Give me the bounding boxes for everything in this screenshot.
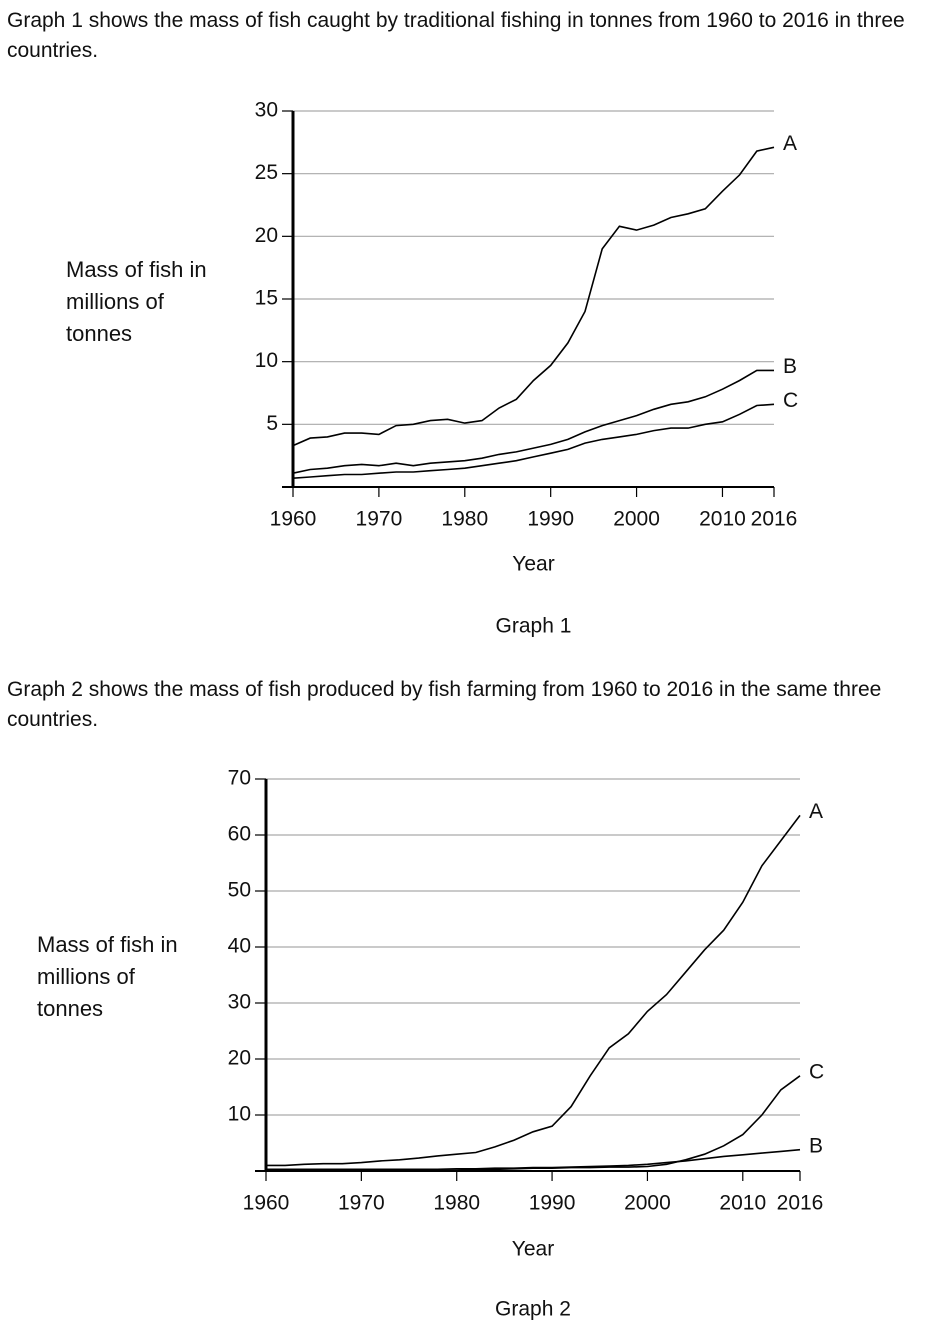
caption: Graph 2 <box>495 1298 571 1321</box>
series-line <box>292 146 775 447</box>
x-tick-label: 1990 <box>527 508 574 531</box>
series-line <box>266 1148 801 1171</box>
y-tick-label: 60 <box>228 823 251 846</box>
series-label: B <box>809 1134 823 1157</box>
series-label: C <box>783 389 798 412</box>
x-tick-label: 1970 <box>338 1192 385 1215</box>
y-tick-label: 40 <box>228 935 251 958</box>
y-axis-label: Mass of fish in millions of tonnes <box>37 932 178 1021</box>
x-tick-label: 2016 <box>751 508 798 531</box>
y-axis-label: Mass of fish in millions of tonnes <box>66 257 207 346</box>
intro-text: Graph 2 shows the mass of fish produced … <box>7 678 882 731</box>
y-tick-label: 25 <box>255 161 278 184</box>
x-tick-label: 1970 <box>356 508 403 531</box>
series-line <box>292 369 774 474</box>
y-tick-label: 30 <box>255 99 278 122</box>
x-tick-label: 2000 <box>613 508 660 531</box>
y-tick-label: 20 <box>255 224 278 247</box>
x-axis-label: Year <box>512 1238 554 1261</box>
series-label: C <box>809 1060 824 1083</box>
intro-text: Graph 1 shows the mass of fish caught by… <box>7 9 905 62</box>
series-label: B <box>783 355 797 378</box>
y-tick-label: 70 <box>228 767 251 790</box>
x-tick-label: 1990 <box>529 1192 576 1215</box>
y-tick-label: 15 <box>255 287 278 310</box>
series-label: A <box>783 132 797 155</box>
series-line <box>266 814 801 1167</box>
y-tick-label: 5 <box>266 412 278 435</box>
x-tick-label: 1960 <box>243 1192 290 1215</box>
x-tick-label: 1980 <box>433 1192 480 1215</box>
series-label: A <box>809 800 823 823</box>
x-tick-label: 1960 <box>270 508 317 531</box>
y-tick-label: 50 <box>228 879 251 902</box>
caption: Graph 1 <box>496 615 572 638</box>
x-tick-label: 1980 <box>441 508 488 531</box>
series-line <box>292 403 775 479</box>
y-tick-label: 20 <box>228 1047 251 1070</box>
x-tick-label: 2010 <box>719 1192 766 1215</box>
x-tick-label: 2016 <box>777 1192 824 1215</box>
y-tick-label: 30 <box>228 991 251 1014</box>
y-tick-label: 10 <box>228 1103 251 1126</box>
x-axis-label: Year <box>512 553 554 576</box>
y-tick-label: 10 <box>255 349 278 372</box>
x-tick-label: 2010 <box>699 508 746 531</box>
x-tick-label: 2000 <box>624 1192 671 1215</box>
